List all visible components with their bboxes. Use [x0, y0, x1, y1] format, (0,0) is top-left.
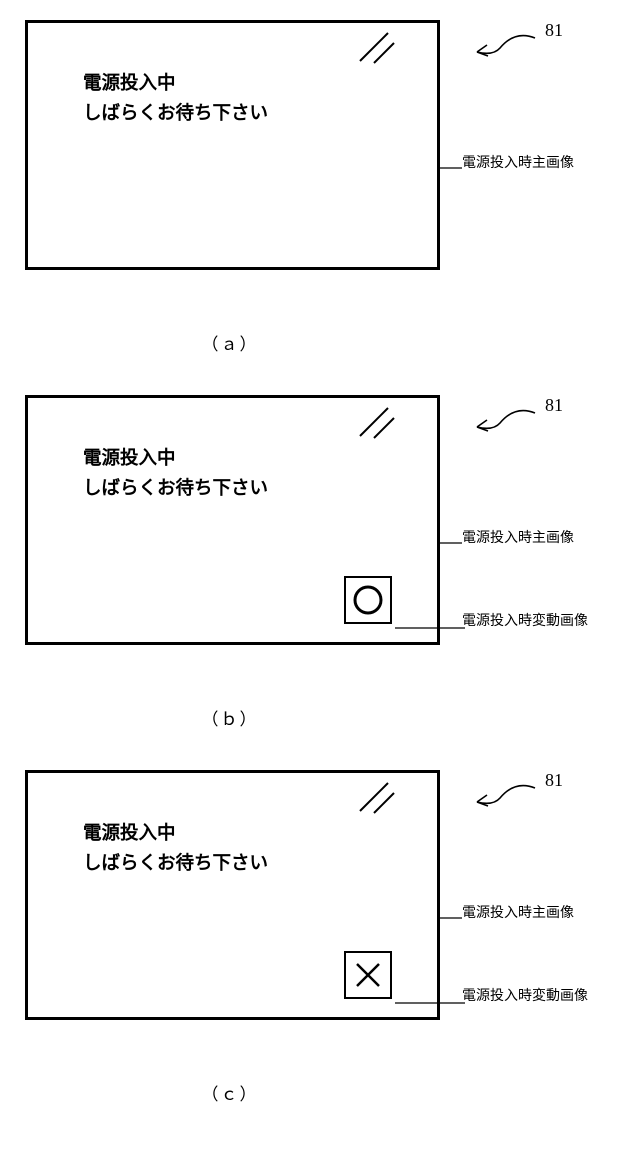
- panel-label: （ｂ）: [0, 705, 640, 730]
- ref-arrow-icon: [465, 780, 545, 820]
- screen-message: 電源投入中 しばらくお待ち下さい: [83, 818, 268, 877]
- glare-icon: [352, 781, 402, 817]
- glare: [352, 406, 402, 447]
- callout-main: 電源投入時主画像: [462, 152, 574, 172]
- callout-main: 電源投入時主画像: [462, 527, 574, 547]
- panel-label: （ａ）: [0, 330, 640, 355]
- callout-leader: [395, 994, 465, 1012]
- ref-number: 81: [545, 770, 563, 791]
- panel-label: （ｃ）: [0, 1080, 640, 1105]
- ref-number: 81: [545, 395, 563, 416]
- message-line1: 電源投入中: [83, 68, 268, 98]
- screen-message: 電源投入中 しばらくお待ち下さい: [83, 443, 268, 502]
- message-line2: しばらくお待ち下さい: [83, 98, 268, 128]
- sub-icon-box: [344, 951, 392, 999]
- ref-arrow-icon: [465, 405, 545, 445]
- callout-leader: [440, 533, 462, 551]
- glare: [352, 781, 402, 822]
- figure-panel: 電源投入中 しばらくお待ち下さい 81 電源投入時主画像: [0, 20, 640, 320]
- callout-sub: 電源投入時変動画像: [462, 985, 588, 1005]
- message-line2: しばらくお待ち下さい: [83, 848, 268, 878]
- callout-sub: 電源投入時変動画像: [462, 610, 588, 630]
- message-line2: しばらくお待ち下さい: [83, 473, 268, 503]
- ref-arrow-icon: [465, 30, 545, 70]
- ref-number: 81: [545, 20, 563, 41]
- figure-panel: 電源投入中 しばらくお待ち下さい 81 電源投入時主画像 電源投入時変動画像: [0, 770, 640, 1070]
- cross-icon: [351, 958, 385, 992]
- screen-frame: 電源投入中 しばらくお待ち下さい: [25, 770, 440, 1020]
- figure-panel: 電源投入中 しばらくお待ち下さい 81 電源投入時主画像 電源投入時変動画像: [0, 395, 640, 695]
- sub-icon-box: [344, 576, 392, 624]
- screen-frame: 電源投入中 しばらくお待ち下さい: [25, 20, 440, 270]
- ref-arrow: [465, 780, 545, 825]
- message-line1: 電源投入中: [83, 818, 268, 848]
- callout-main: 電源投入時主画像: [462, 902, 574, 922]
- glare-icon: [352, 31, 402, 67]
- callout-leader: [440, 158, 462, 176]
- circle-icon: [351, 583, 385, 617]
- screen-message: 電源投入中 しばらくお待ち下さい: [83, 68, 268, 127]
- ref-arrow: [465, 405, 545, 450]
- screen-frame: 電源投入中 しばらくお待ち下さい: [25, 395, 440, 645]
- ref-arrow: [465, 30, 545, 75]
- glare: [352, 31, 402, 72]
- message-line1: 電源投入中: [83, 443, 268, 473]
- glare-icon: [352, 406, 402, 442]
- callout-leader: [395, 619, 465, 637]
- callout-leader: [440, 908, 462, 926]
